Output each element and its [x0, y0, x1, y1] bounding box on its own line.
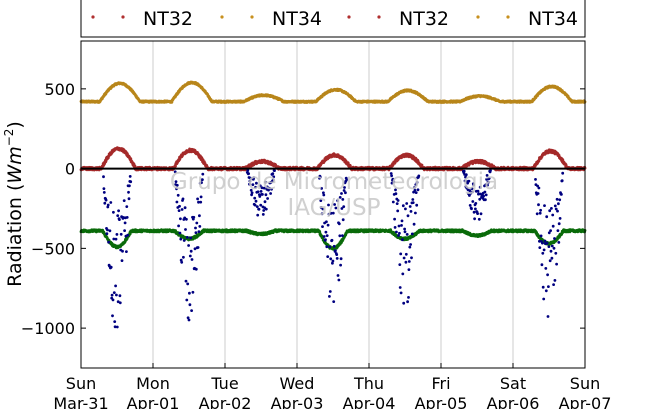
legend-marker-2-a [347, 15, 351, 19]
series-0 [79, 80, 587, 104]
legend-marker-3-b [506, 15, 510, 19]
legend-label-1: NT34 [272, 8, 322, 30]
legend-items: NT32 NT34 NT32 NT34 [91, 8, 578, 30]
legend-label-0: NT32 [143, 8, 193, 30]
series-1-point [174, 164, 177, 168]
legend-label-2: NT32 [399, 8, 449, 30]
legend-marker-1-b [250, 15, 254, 19]
legend-marker-1-a [220, 15, 224, 19]
grid-lines [152, 41, 514, 368]
legend: NT32 NT34 NT32 NT34 [80, 0, 586, 38]
legend-label-3: NT34 [528, 8, 578, 30]
legend-marker-0-b [121, 15, 125, 19]
legend-frame [80, 0, 586, 38]
legend-marker-3-a [476, 15, 480, 19]
series-3 [79, 228, 587, 251]
legend-marker-0-a [91, 15, 95, 19]
series-1-point [129, 157, 133, 161]
legend-marker-2-b [377, 15, 381, 19]
plot-area [81, 41, 585, 368]
